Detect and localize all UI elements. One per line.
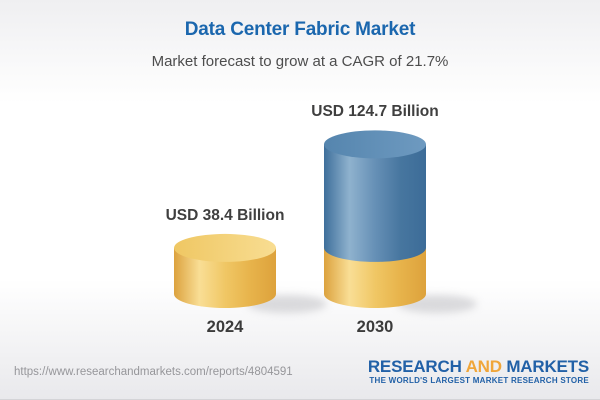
- page-title: Data Center Fabric Market: [184, 19, 416, 40]
- bar-value-label-2030: USD 124.7 Billion: [311, 103, 439, 120]
- cylinder-2030: [324, 130, 477, 313]
- logo-word-research: RESEARCH: [367, 357, 462, 376]
- logo-tagline: THE WORLD'S LARGEST MARKET RESEARCH STOR…: [369, 376, 589, 385]
- cylinder-cap-2024: [174, 233, 276, 262]
- bar-segment-2030-gold: [324, 247, 426, 308]
- bar-segment-2024-gold: [174, 247, 276, 308]
- bar-value-label-2024: USD 38.4 Billion: [165, 207, 285, 224]
- report-url: https://www.researchandmarkets.com/repor…: [14, 366, 293, 378]
- logo-wordmark: RESEARCH AND MARKETS: [368, 357, 589, 376]
- bar-segment-2030-blue: [324, 144, 426, 262]
- bar-category-label-2030: 2030: [356, 318, 394, 336]
- logo-word-markets: MARKETS: [506, 357, 589, 376]
- bar-category-label-2024: 2024: [206, 318, 244, 336]
- cylinder-2024: [174, 233, 327, 313]
- page-subtitle: Market forecast to grow at a CAGR of 21.…: [151, 53, 449, 70]
- research-and-markets-logo: RESEARCH AND MARKETS THE WORLD'S LARGEST…: [368, 357, 589, 386]
- logo-word-and: AND: [465, 357, 502, 376]
- cylinder-cap-2030: [324, 130, 426, 159]
